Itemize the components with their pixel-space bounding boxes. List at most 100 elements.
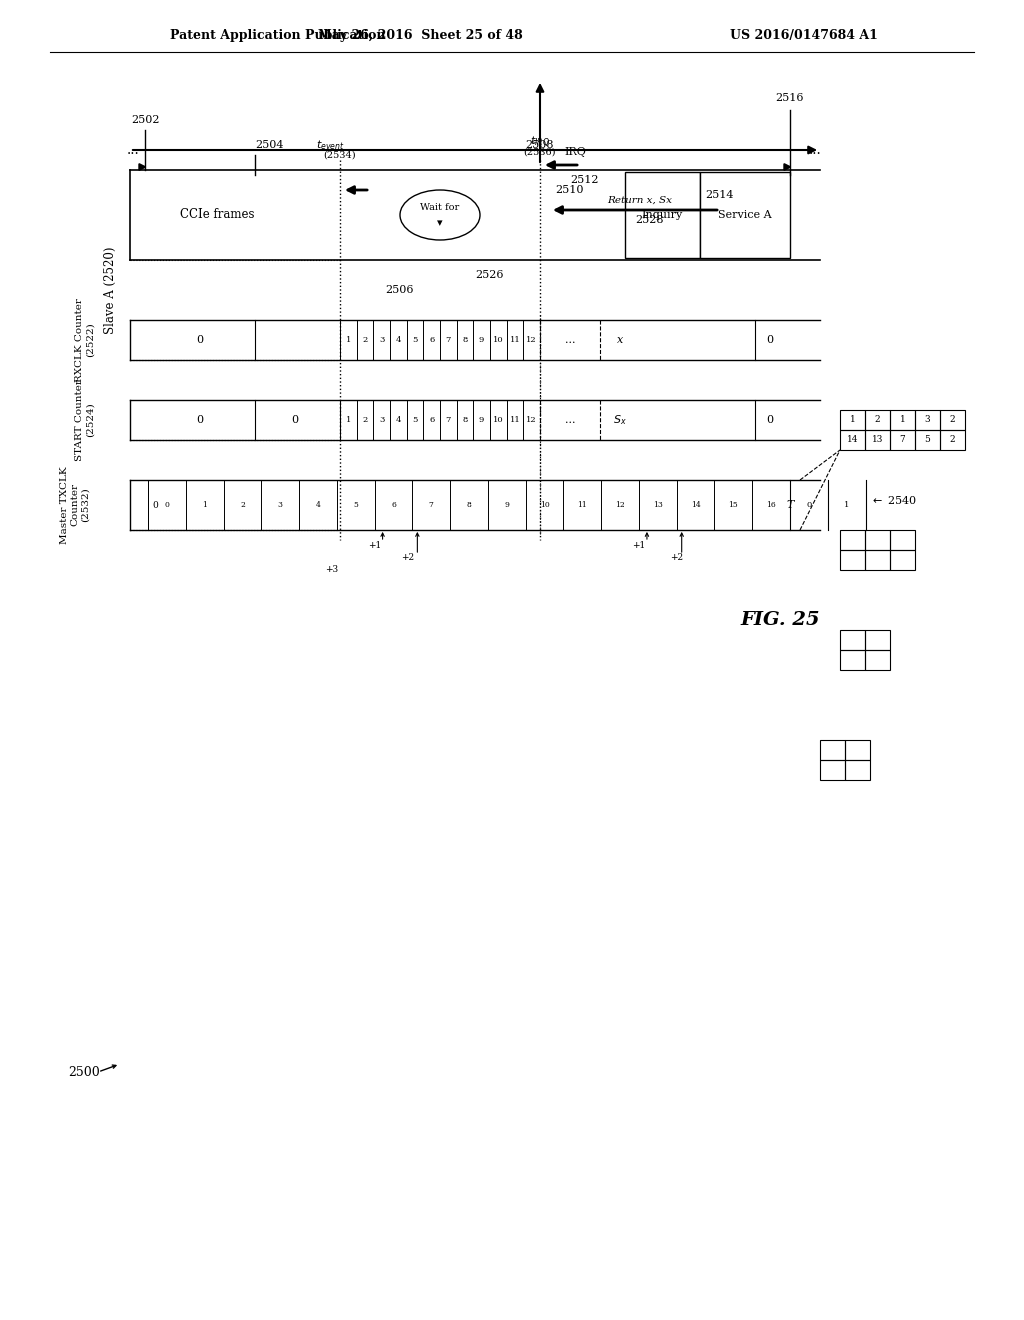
Text: 8: 8	[462, 337, 468, 345]
Text: 3: 3	[278, 502, 283, 510]
Text: 13: 13	[871, 436, 883, 445]
Text: x: x	[616, 335, 624, 345]
Text: 0: 0	[165, 502, 169, 510]
Text: 7: 7	[445, 416, 451, 424]
Text: 2512: 2512	[570, 176, 598, 185]
Text: 3: 3	[379, 416, 384, 424]
Text: 2: 2	[949, 436, 955, 445]
Bar	[915, 411, 940, 430]
Text: $t_{IRQ}$: $t_{IRQ}$	[530, 135, 550, 149]
Text: 9: 9	[505, 502, 509, 510]
Text: Patent Application Publication: Patent Application Publication	[170, 29, 385, 41]
Text: Wait for: Wait for	[421, 202, 460, 211]
Bar	[840, 550, 865, 570]
Text: +3: +3	[326, 565, 338, 574]
Text: 4: 4	[395, 337, 401, 345]
Text: $t_{event}$: $t_{event}$	[315, 139, 344, 152]
Text: 15: 15	[728, 502, 738, 510]
Bar	[840, 630, 865, 649]
Text: US 2016/0147684 A1: US 2016/0147684 A1	[730, 29, 878, 41]
Text: Service A: Service A	[718, 210, 772, 220]
Bar	[840, 531, 865, 550]
Text: START Counter
(2524): START Counter (2524)	[76, 379, 94, 461]
Text: 0: 0	[766, 414, 773, 425]
Bar	[820, 760, 845, 780]
Text: 2504: 2504	[255, 140, 284, 150]
Text: 0: 0	[292, 414, 299, 425]
Text: 11: 11	[578, 502, 587, 510]
Text: 10: 10	[493, 337, 504, 345]
Text: 11: 11	[510, 337, 520, 345]
Text: FIG. 25: FIG. 25	[740, 611, 820, 630]
Text: 10: 10	[540, 502, 550, 510]
Text: Master TXCLK
Counter
(2532): Master TXCLK Counter (2532)	[60, 466, 90, 544]
Text: RXCLK Counter
(2522): RXCLK Counter (2522)	[76, 298, 94, 381]
Text: 6: 6	[391, 502, 396, 510]
Text: 2: 2	[362, 416, 368, 424]
Text: 2: 2	[240, 502, 245, 510]
Text: 2510: 2510	[555, 185, 584, 195]
Text: 2508: 2508	[525, 140, 554, 150]
Text: 4: 4	[315, 502, 321, 510]
Bar	[940, 430, 965, 450]
Text: 5: 5	[353, 502, 358, 510]
Text: Inquiry: Inquiry	[642, 210, 683, 220]
Text: 3: 3	[925, 416, 931, 425]
Text: Slave A (2520): Slave A (2520)	[103, 247, 117, 334]
Text: 6: 6	[429, 337, 434, 345]
Text: 2514: 2514	[705, 190, 733, 201]
Text: 7: 7	[445, 337, 451, 345]
Text: ...: ...	[809, 143, 821, 157]
Text: ...: ...	[565, 414, 575, 425]
Text: May 26, 2016  Sheet 25 of 48: May 26, 2016 Sheet 25 of 48	[317, 29, 522, 41]
Bar	[840, 649, 865, 671]
Text: 1: 1	[844, 502, 849, 510]
Text: 5: 5	[925, 436, 931, 445]
Text: 9: 9	[479, 337, 484, 345]
Bar	[865, 430, 890, 450]
Text: 3: 3	[379, 337, 384, 345]
Bar	[890, 411, 915, 430]
Bar	[840, 411, 865, 430]
Text: 4: 4	[395, 416, 401, 424]
Text: ...: ...	[127, 143, 139, 157]
Text: 0: 0	[806, 502, 811, 510]
Text: 2: 2	[362, 337, 368, 345]
Text: 0: 0	[153, 500, 158, 510]
Bar	[890, 550, 915, 570]
Text: $\blacktriangledown$: $\blacktriangledown$	[436, 218, 443, 228]
Text: ...: ...	[565, 335, 575, 345]
Text: 5: 5	[413, 337, 418, 345]
Bar	[865, 649, 890, 671]
Text: 7: 7	[900, 436, 905, 445]
Bar	[845, 760, 870, 780]
Text: 5: 5	[413, 416, 418, 424]
Text: 2506: 2506	[386, 285, 415, 294]
Text: 1: 1	[850, 416, 855, 425]
Text: 1: 1	[346, 416, 351, 424]
Text: 2500: 2500	[68, 1065, 99, 1078]
Text: 8: 8	[467, 502, 471, 510]
Bar	[865, 531, 890, 550]
Text: 1: 1	[346, 337, 351, 345]
Text: 16: 16	[766, 502, 776, 510]
Bar	[865, 550, 890, 570]
Bar	[865, 411, 890, 430]
Text: 12: 12	[526, 416, 537, 424]
Text: CCIe frames: CCIe frames	[180, 209, 255, 222]
Text: $S_x$: $S_x$	[613, 413, 627, 426]
Text: 10: 10	[493, 416, 504, 424]
Text: +2: +2	[400, 553, 414, 562]
Text: 2528: 2528	[636, 215, 665, 224]
Text: 0: 0	[197, 414, 204, 425]
Text: 11: 11	[510, 416, 520, 424]
Bar	[820, 741, 845, 760]
Text: 2: 2	[874, 416, 881, 425]
Text: (2536): (2536)	[523, 148, 556, 157]
Text: 7: 7	[429, 502, 434, 510]
Text: 12: 12	[526, 337, 537, 345]
Text: 2526: 2526	[476, 271, 504, 280]
Text: 14: 14	[847, 436, 858, 445]
Bar	[845, 741, 870, 760]
Text: (2534): (2534)	[324, 150, 356, 160]
